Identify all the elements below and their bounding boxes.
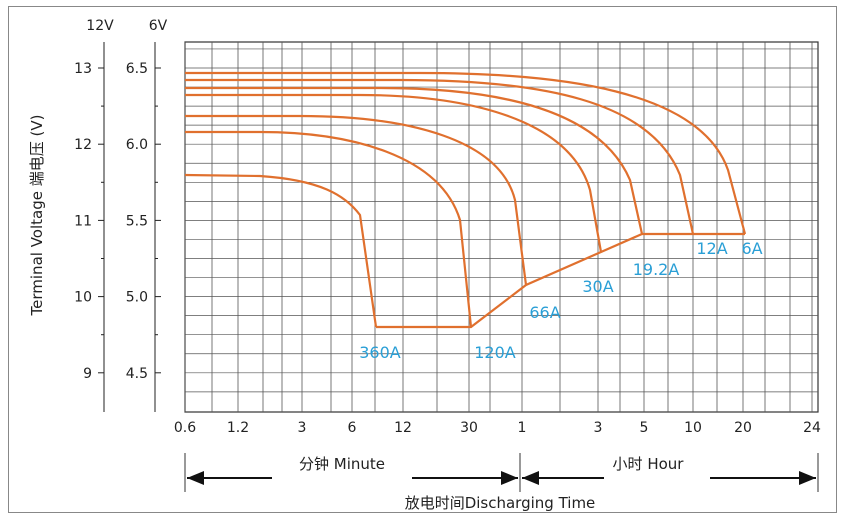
y-axis-6v: 6V xyxy=(149,18,168,412)
curve-19-2a xyxy=(185,86,644,235)
curve-label-66a: 66A xyxy=(529,303,560,322)
x-tick-label: 5 xyxy=(640,420,649,436)
curve-label-6a: 6A xyxy=(741,239,762,258)
discharge-curves xyxy=(184,71,747,329)
curve-label-360a: 360A xyxy=(359,343,401,362)
y6-tick-label: 6.0 xyxy=(126,137,148,153)
x-tick-label: 20 xyxy=(734,420,752,436)
y-axis-12v: 12V xyxy=(86,18,114,412)
curve-120a xyxy=(185,130,473,328)
x-tick-label: 12 xyxy=(394,420,412,436)
x-tick-label: 1.2 xyxy=(227,420,249,436)
x-tick-label: 6 xyxy=(348,420,357,436)
x-tick-label: 3 xyxy=(594,420,603,436)
cutoff-line xyxy=(376,232,745,329)
y6-tick-label: 6.5 xyxy=(126,61,148,77)
x-label-minute: 分钟 Minute xyxy=(299,455,385,473)
curve-12a xyxy=(185,78,695,235)
curve-label-12a: 12A xyxy=(696,239,727,258)
x-tick-label: 0.6 xyxy=(174,420,196,436)
x-tick-label: 24 xyxy=(803,420,821,436)
chart-frame xyxy=(8,6,837,513)
x-tick-label: 3 xyxy=(298,420,307,436)
y6-tick-label: 5.5 xyxy=(126,213,148,229)
x-axis-title: 放电时间Discharging Time xyxy=(405,494,596,512)
x-label-hour: 小时 Hour xyxy=(613,455,685,473)
curve-66a xyxy=(185,114,528,286)
curve-6a xyxy=(185,71,747,235)
y6-tick-label: 5.0 xyxy=(126,290,148,306)
x-tick-label: 10 xyxy=(684,420,702,436)
y12-tick-label: 9 xyxy=(83,366,92,382)
grid-lines xyxy=(184,41,819,413)
unit-6v: 6V xyxy=(149,18,168,34)
curve-label-30a: 30A xyxy=(582,277,613,296)
y12-tick-label: 10 xyxy=(74,290,92,306)
y12-tick-label: 12 xyxy=(74,137,92,153)
curve-360a xyxy=(184,173,378,328)
y-axis-title: Terminal Voltage 端电压 (V) xyxy=(28,115,46,317)
y12-tick-label: 13 xyxy=(74,61,92,77)
y6-tick-label: 4.5 xyxy=(126,366,148,382)
curve-30a xyxy=(185,93,603,253)
unit-12v: 12V xyxy=(86,18,114,34)
y12-tick-label: 11 xyxy=(74,213,92,229)
curve-label-19-2a: 19.2A xyxy=(633,260,680,279)
curve-label-120a: 120A xyxy=(474,343,516,362)
x-tick-label: 30 xyxy=(460,420,478,436)
x-tick-label: 1 xyxy=(518,420,527,436)
